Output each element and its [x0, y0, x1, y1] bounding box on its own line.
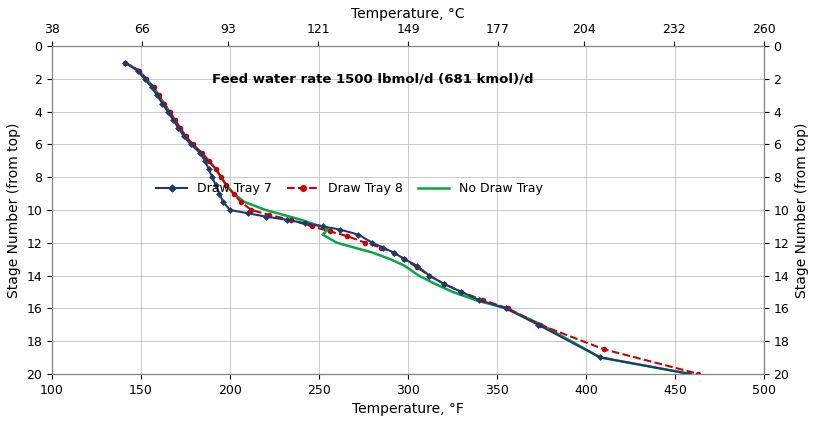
Text: Feed water rate 1500 lbmol/d (681 kmol)/d: Feed water rate 1500 lbmol/d (681 kmol)/…: [212, 72, 534, 85]
X-axis label: Temperature, °C: Temperature, °C: [351, 7, 465, 21]
Legend: Draw Tray 7, Draw Tray 8, No Draw Tray: Draw Tray 7, Draw Tray 8, No Draw Tray: [151, 177, 548, 200]
X-axis label: Temperature, °F: Temperature, °F: [352, 402, 464, 416]
Y-axis label: Stage Number (from top): Stage Number (from top): [795, 122, 809, 298]
Y-axis label: Stage Number (from top): Stage Number (from top): [7, 122, 21, 298]
